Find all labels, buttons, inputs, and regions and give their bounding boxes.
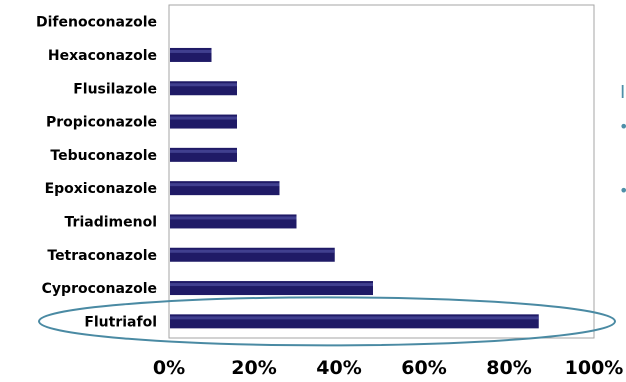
x-tick-label: 80% [486, 357, 531, 379]
bar-shine-hexaconazole [170, 49, 212, 53]
category-label-tebuconazole: Tebuconazole [50, 148, 157, 164]
cutoff-letter: I [620, 82, 626, 103]
category-label-epoxiconazole: Epoxiconazole [45, 181, 157, 197]
x-tick-label: 40% [316, 357, 361, 379]
category-labels: Difenoconazole Hexaconazole Flusilazole Pro… [36, 15, 157, 331]
bar-shine-tetraconazole [170, 249, 335, 253]
bar-shine-tebuconazole [170, 149, 237, 153]
category-label-cyproconazole: Cyproconazole [42, 281, 157, 297]
cutoff-bullet-1: • [619, 119, 626, 135]
bar-shine-triadimenol [170, 216, 297, 220]
category-label-flusilazole: Flusilazole [73, 81, 157, 97]
bar-shine-flusilazole [170, 83, 237, 87]
category-label-tetraconazole: Tetraconazole [47, 248, 157, 264]
category-label-flutriafol: Flutriafol [84, 314, 157, 330]
category-label-triadimenol: Triadimenol [65, 214, 157, 230]
cutoff-bullet-2: • [619, 183, 626, 199]
x-tick-label: 20% [231, 357, 276, 379]
bar-shine-flutriafol [170, 316, 539, 320]
category-label-propiconazole: Propiconazole [46, 115, 157, 131]
x-tick-label: 0% [153, 357, 185, 379]
bars [170, 47, 539, 329]
x-tick-label: 60% [401, 357, 446, 379]
x-tick-label: 100% [565, 357, 624, 379]
plot-area [168, 4, 595, 339]
bar-shine-propiconazole [170, 116, 237, 120]
x-tick-labels: 0% 20% 40% 60% 80% 100% [153, 357, 623, 379]
category-label-hexaconazole: Hexaconazole [48, 48, 157, 64]
bar-shine-epoxiconazole [170, 183, 280, 187]
highlight-ellipse [38, 296, 616, 347]
category-label-difenoconazole: Difenoconazole [36, 15, 157, 31]
bar-shine-cyproconazole [170, 283, 373, 287]
